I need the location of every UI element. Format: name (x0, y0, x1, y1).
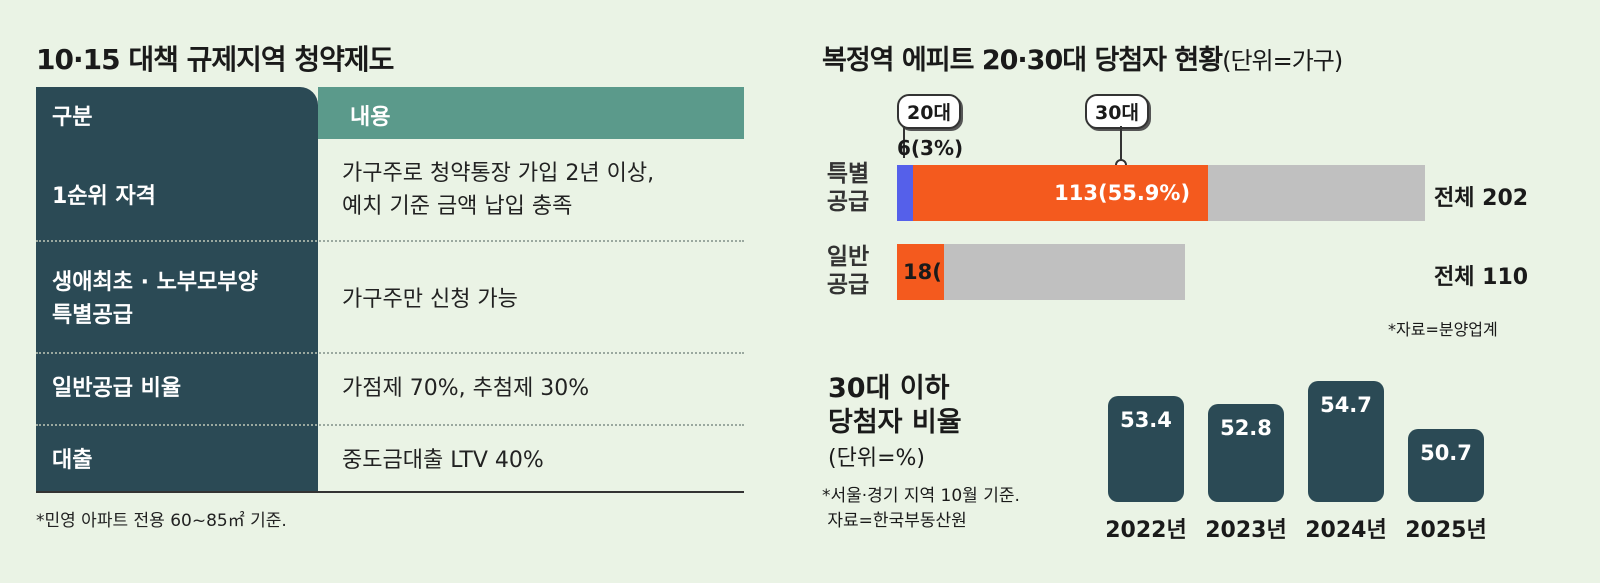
column-value-label: 52.8 (1220, 415, 1272, 440)
seg-rest-bar (944, 244, 1185, 300)
row-label-general-ratio: 일반공급 비율 (52, 376, 182, 401)
table-title: 10·15 대책 규제지역 청약제도 (36, 43, 394, 76)
bar-row-special: 113(55.9%) (897, 165, 1425, 221)
legend-20s-pointer (903, 126, 905, 158)
table-header-content: 내용 (350, 105, 391, 130)
table-bottom-rule (36, 491, 744, 493)
row-value-loan: 중도금대출 LTV 40% (342, 448, 544, 473)
total-special: 전체 202 (1434, 186, 1529, 211)
row-divider (36, 424, 744, 426)
row-label-loan: 대출 (52, 448, 93, 473)
table-header-category: 구분 (52, 105, 93, 130)
legend-30s-bubble: 30대 (1085, 94, 1149, 129)
seg-20s-bar (897, 165, 913, 221)
column-bar (1308, 380, 1384, 502)
row-label-eligibility: 1순위 자격 (52, 184, 156, 209)
row-value-eligibility: 가구주로 청약통장 가입 2년 이상, 예치 기준 금액 납입 충족 (342, 161, 655, 219)
seg-label-20s: 6(3%) (897, 136, 964, 160)
column-bar (1208, 403, 1284, 502)
row-label-general: 일반 공급 (826, 244, 870, 298)
row-value-special-supply: 가구주만 신청 가능 (342, 287, 518, 312)
legend-20s-bubble: 20대 (897, 94, 961, 129)
column-chart-note: *서울·경기 지역 10월 기준. 자료=한국부동산원 (822, 486, 1020, 531)
column-bar (1108, 396, 1184, 502)
column-category-label: 2023년 (1205, 518, 1287, 543)
table-header-bar (318, 87, 744, 139)
seg-rest-bar (1208, 165, 1425, 221)
bar-chart-title-text: 복정역 에피트 20·30대 당첨자 현황 (822, 45, 1223, 76)
row-value-general-ratio: 가점제 70%, 추첨제 30% (342, 376, 590, 401)
column-value-label: 53.4 (1120, 408, 1172, 433)
column-chart-title: 30대 이하 당첨자 비율 (828, 373, 962, 438)
bar-chart-source: *자료=분양업계 (1388, 320, 1498, 339)
seg-20-30s-bar (897, 244, 945, 300)
legend-30s-pointer (1120, 126, 1122, 164)
table-footnote: *민영 아파트 전용 60~85㎡ 기준. (36, 511, 287, 531)
column-value-label: 50.7 (1420, 441, 1472, 466)
column-value-label: 54.7 (1320, 392, 1372, 417)
column-bar (1408, 429, 1484, 502)
bar-chart-unit: (단위=가구) (1222, 47, 1343, 75)
row-label-special: 특별 공급 (826, 161, 870, 215)
row-divider (36, 352, 744, 354)
column-category-label: 2024년 (1305, 518, 1387, 543)
bar-row-general: 18(16.4%) (897, 244, 1425, 300)
column-category-label: 2022년 (1105, 518, 1187, 543)
seg-30s-value-label: 113(55.9%) (1054, 181, 1191, 205)
column-chart-area: 53.4 2022년 52.8 2023년 54.7 2024년 50.7 2025년 (1090, 360, 1510, 550)
total-general: 전체 110 (1434, 265, 1529, 290)
column-category-label: 2025년 (1405, 518, 1487, 543)
column-chart-unit: (단위=%) (828, 446, 925, 471)
row-label-special-supply: 생애최초 · 노부모부양 특별공급 (52, 270, 258, 328)
bar-chart-title: 복정역 에피트 20·30대 당첨자 현황(단위=가구) (822, 38, 1343, 77)
seg-30s-bar (912, 165, 1209, 221)
row-divider (36, 240, 744, 242)
